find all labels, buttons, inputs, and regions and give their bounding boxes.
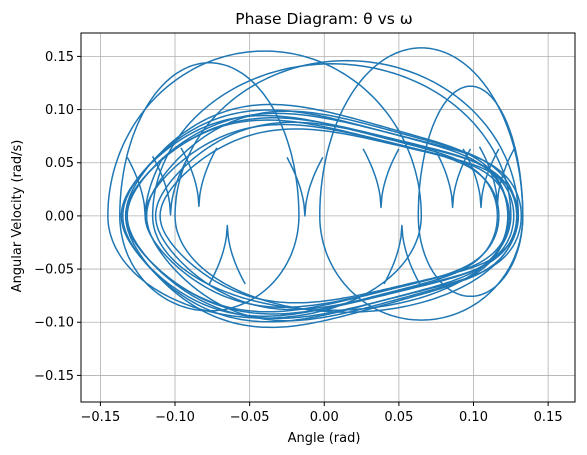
series-trajectory-cusp	[478, 146, 516, 207]
series-trajectory-lobe	[119, 62, 300, 312]
series-trajectory-cusp	[462, 148, 500, 209]
x-tick-label: −0.05	[230, 410, 270, 425]
y-axis-ticks: −0.15 −0.10 −0.05 0.00 0.05 0.10 0.15	[34, 50, 81, 384]
y-tick-label: 0.15	[45, 50, 74, 65]
x-tick-label: 0.05	[384, 410, 413, 425]
series-trajectory-lobe	[107, 50, 423, 319]
chart-title: Phase Diagram: θ vs ω	[235, 10, 412, 28]
series-trajectory-cusp	[434, 148, 472, 209]
x-axis-ticks: −0.15 −0.10 −0.05 0.00 0.05 0.10 0.15	[80, 402, 563, 425]
series-trajectory-lobe	[319, 47, 524, 321]
y-tick-label: 0.10	[45, 103, 74, 118]
series-trajectory-cusp	[362, 148, 400, 209]
series-trajectory-cusp	[383, 224, 421, 285]
series-trajectory-lobe	[151, 63, 512, 311]
series-trajectory-loop	[126, 112, 523, 320]
x-tick-label: 0.10	[459, 410, 488, 425]
y-tick-label: 0.00	[45, 209, 74, 224]
series-curve-group	[107, 47, 524, 329]
series-trajectory-loop	[125, 119, 500, 313]
series-trajectory-cusp	[286, 157, 324, 217]
x-tick-label: 0.00	[310, 410, 339, 425]
y-tick-label: −0.10	[34, 316, 74, 331]
series-trajectory-cusp	[180, 147, 218, 208]
x-axis-label: Angle (rad)	[288, 431, 361, 446]
x-tick-label: 0.15	[534, 410, 563, 425]
x-tick-label: −0.15	[80, 410, 120, 425]
series-trajectory-loop	[120, 114, 499, 317]
series-trajectory-cusp	[151, 156, 190, 216]
x-tick-label: −0.10	[155, 410, 195, 425]
y-tick-label: −0.15	[34, 369, 74, 384]
series-trajectory-loop	[145, 110, 518, 322]
series-trajectory-lobe	[174, 59, 520, 313]
series-trajectory-cusp	[126, 157, 164, 217]
y-axis-label: Angular Velocity (rad/s)	[10, 140, 25, 293]
plot-frame	[80, 32, 576, 403]
y-tick-label: 0.05	[45, 156, 74, 171]
y-tick-label: −0.05	[34, 263, 74, 278]
series-trajectory-cusp	[208, 224, 246, 285]
